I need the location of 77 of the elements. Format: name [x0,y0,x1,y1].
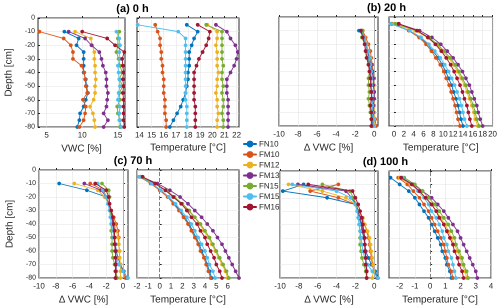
x-tick-label: -4 [332,130,340,138]
x-tick-label: 17 [171,130,181,140]
x-tick-label: 3 [191,282,196,290]
x-tick-label: 18 [478,130,488,138]
x-tick-label: -6 [314,130,322,138]
x-tick-label: 19 [196,130,206,140]
legend-label: FM16 [259,202,280,212]
legend-label: FN15 [259,182,280,190]
x-tick-label: -8 [295,282,303,290]
x-tick-label: -2 [352,282,360,290]
x-axis-title: Δ VWC [%] [304,142,354,154]
legend-label: FN10 [259,140,280,148]
chart-title: (c) 70 h [114,155,152,168]
x-tick-label: 0 [392,130,397,138]
x-tick-label: 15 [147,130,157,140]
chart-title: (a) 0 h [116,3,149,16]
x-tick-label: -8 [52,282,60,290]
x-tick-label: 2 [458,282,464,290]
x-axis-title: Temperature [°C] [150,142,226,154]
x-axis-title: VWC [%] [61,143,102,154]
x-tick-label: 12 [448,130,458,138]
x-tick-label: 14 [458,130,468,138]
x-tick-label: 3 [474,282,479,290]
y-axis-title: Depth [cm] [4,48,14,97]
x-tick-label: -2 [102,282,110,290]
chart-title: (b) 20 h [366,2,406,15]
x-tick-label: 10 [78,130,88,140]
x-tick-label: -1 [144,282,152,290]
x-tick-label: 6 [421,130,426,138]
x-tick-label: -2 [352,130,360,138]
x-tick-label: 20 [208,130,218,140]
x-tick-label: 16 [159,130,169,140]
x-tick-label: -6 [69,282,77,290]
x-tick-label: 14 [134,130,144,140]
legend-label: FM13 [259,171,280,180]
y-axis-title: Depth [cm] [4,200,16,248]
x-tick-label: -2 [396,282,404,290]
x-tick-label: 10 [438,130,448,138]
x-tick-label: 0 [372,282,378,290]
x-tick-label: 2 [402,130,407,138]
x-tick-label: -10 [274,282,286,290]
x-tick-label: -4 [86,282,94,290]
x-tick-label: -4 [332,282,341,290]
legend-label: FM15 [259,192,280,201]
x-tick-label: 15 [113,130,123,140]
x-tick-label: 21 [220,130,230,140]
x-tick-label: 1 [168,282,174,290]
x-axis-title: Δ VWC [%] [304,294,354,305]
x-tick-label: 22 [232,130,242,140]
x-tick-label: -10 [273,130,286,138]
x-tick-label: 4 [411,130,416,138]
x-axis-title: Temperature [°C] [402,294,478,305]
x-tick-label: 4 [488,282,494,290]
x-tick-label: 20 [488,130,498,138]
x-tick-label: 4 [202,282,208,290]
x-tick-label: 5 [214,282,220,290]
x-tick-label: -8 [294,130,302,138]
x-tick-label: 6 [225,282,230,290]
legend-label: FM12 [259,160,280,170]
x-tick-label: 0 [157,282,162,290]
x-tick-label: 8 [431,130,436,138]
x-tick-label: -1 [411,282,419,290]
chart-title: (d) 100 h [362,156,408,169]
x-tick-label: 0 [428,282,433,290]
x-tick-label: 18 [184,130,193,140]
x-tick-label: 0 [120,282,126,290]
x-tick-label: 2 [180,282,186,290]
x-tick-label: 16 [468,130,478,138]
x-tick-label: 5 [44,130,50,140]
x-tick-label: 1 [443,282,448,290]
x-axis-title: Δ VWC [%] [58,294,108,305]
x-axis-title: Temperature [°C] [150,294,226,305]
x-axis-title: Temperature [°C] [402,142,479,154]
x-tick-label: 0 [372,130,377,138]
x-tick-label: -6 [314,282,322,290]
legend-label: FM10 [259,150,280,159]
x-tick-label: -2 [133,282,142,290]
